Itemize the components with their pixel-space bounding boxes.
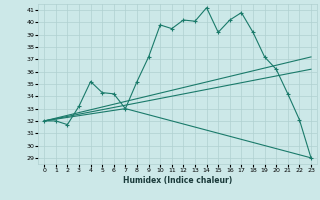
X-axis label: Humidex (Indice chaleur): Humidex (Indice chaleur) [123,176,232,185]
